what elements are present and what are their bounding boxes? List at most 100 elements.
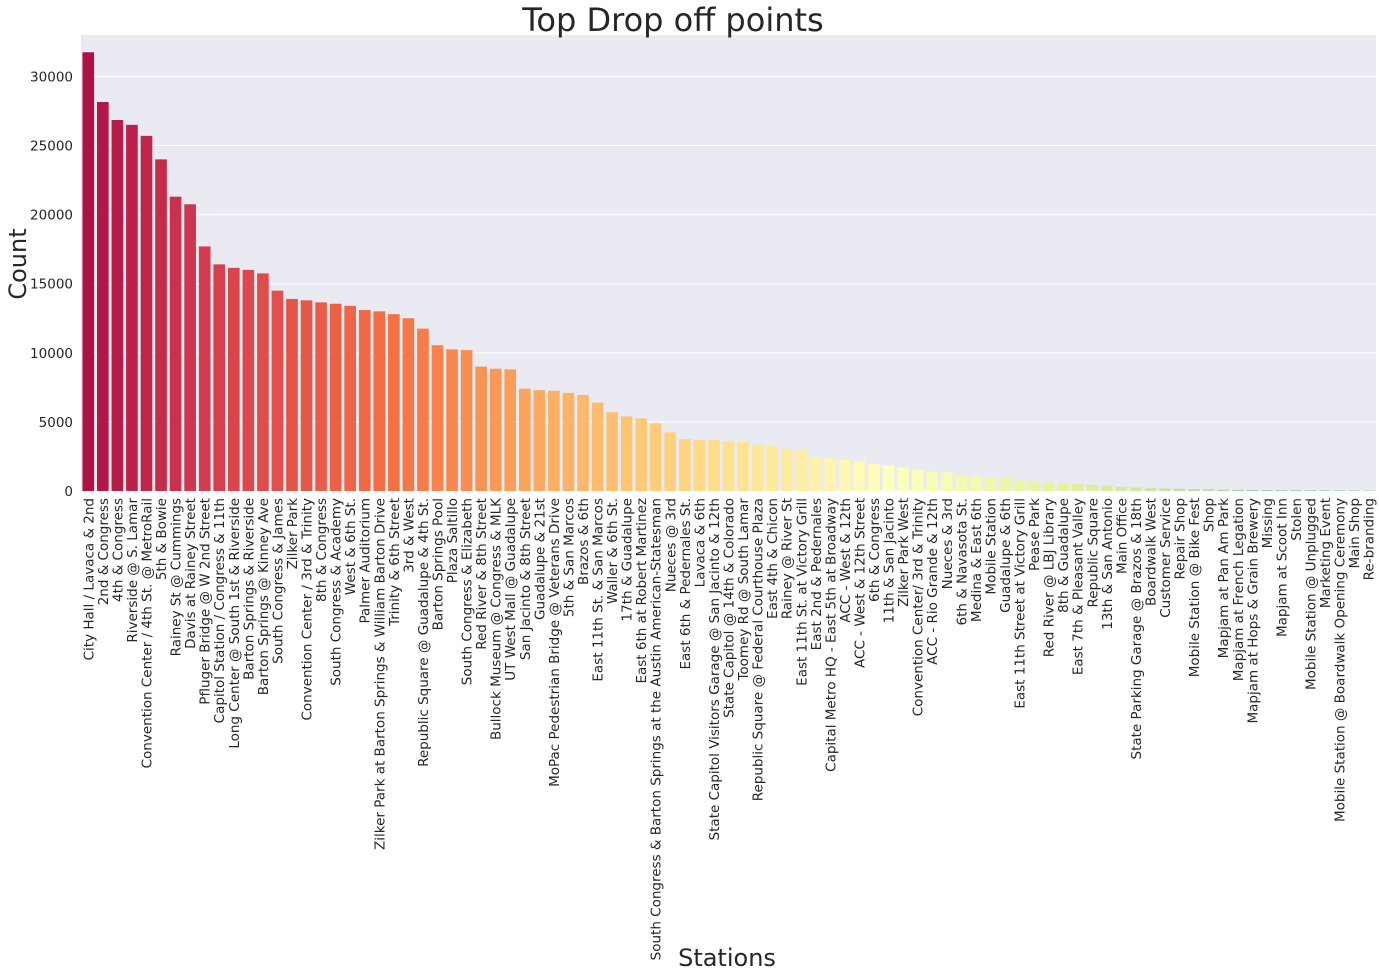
- x-tick-label: Nueces @ 3rd: [663, 498, 679, 592]
- x-tick-label: Mobile Station @ Unplugged: [1304, 498, 1320, 690]
- bar: [1071, 484, 1084, 491]
- x-tick-label: 2nd & Congress: [96, 498, 112, 605]
- y-tick-label: 10000: [30, 346, 73, 362]
- bar: [111, 119, 124, 492]
- x-tick-label: 4th & Congress: [110, 498, 126, 602]
- x-tick-label: Red River & 8th Street: [474, 498, 490, 650]
- bar: [562, 392, 575, 491]
- x-tick-label: Red River @ LBJ Library: [1042, 498, 1058, 657]
- bar: [1013, 480, 1026, 491]
- bar: [780, 448, 793, 491]
- x-tick-label: 6th & Congress: [867, 498, 883, 602]
- bar: [751, 444, 764, 491]
- bar: [446, 349, 458, 491]
- x-tick-label: Convention Center / 4th St. @ MetroRail: [139, 498, 155, 768]
- bar: [286, 298, 298, 491]
- x-tick-label: Trinity & 6th Street: [387, 498, 403, 627]
- bar: [1028, 482, 1040, 491]
- x-tick-label: Republic Square: [1085, 498, 1101, 608]
- x-tick-label: Stolen: [1289, 498, 1305, 541]
- x-tick-label: ACC - West & 12th: [838, 498, 854, 623]
- x-tick-label: Customer Service: [1158, 498, 1174, 618]
- x-tick-label: Mapjam at Hops & Grain Brewery: [1245, 498, 1261, 724]
- x-tick-label: Barton Springs & Riverside: [241, 498, 257, 680]
- y-tick-label: 25000: [30, 139, 73, 155]
- bar: [708, 439, 720, 491]
- bar: [315, 302, 327, 491]
- bar: [955, 475, 968, 491]
- x-tick-label: South Congress & Academy: [329, 498, 345, 686]
- bar: [1217, 489, 1230, 491]
- x-tick-label: Republic Square @ Federal Courthouse Pla…: [751, 498, 767, 801]
- bar: [1086, 484, 1099, 491]
- x-tick-label: Main Shop: [1347, 498, 1363, 568]
- x-tick-label: ACC - West & 12th Street: [852, 498, 868, 668]
- x-tick-label: Shop: [1202, 498, 1218, 532]
- bar: [460, 350, 473, 491]
- bar: [868, 464, 880, 491]
- x-tick-label: East 7th & Pleasant Valley: [1071, 498, 1087, 675]
- x-tick-label: Brazos & 6th: [576, 498, 592, 585]
- bar: [533, 390, 546, 491]
- x-tick-label: Mapjam at Pan Am Park: [1216, 498, 1232, 659]
- x-tick-label: Rainey @ River St: [780, 498, 796, 619]
- x-tick-label: South Congress & Barton Springs at the A…: [649, 498, 665, 960]
- x-tick-label: West & 6th St.: [343, 498, 359, 595]
- x-tick-label: 6th & Navasota St.: [954, 498, 970, 626]
- x-tick-label: Zilker Park at Barton Springs & William …: [372, 498, 388, 850]
- bar: [940, 472, 953, 491]
- x-tick-label: Guadalupe & 21st: [532, 498, 548, 620]
- x-tick-label: Bullock Museum @ Congress & MLK: [489, 497, 505, 740]
- bar: [1261, 490, 1273, 491]
- x-tick-label: MoPac Pedestrian Bridge @ Veterans Drive: [547, 498, 563, 787]
- x-tick-label: Pfluger Bridge @ W 2nd Street: [198, 498, 214, 705]
- x-tick-label: South Congress & James: [270, 498, 286, 664]
- bar: [1231, 489, 1244, 491]
- x-tick-label: Capitol Station / Congress & 11th: [212, 498, 228, 723]
- x-tick-label: 13th & San Antonio: [1100, 498, 1116, 630]
- bar: [504, 369, 517, 491]
- bar: [1115, 486, 1128, 491]
- x-tick-label: Davis at Rainey Street: [183, 498, 199, 649]
- x-tick-label: Marketing Event: [1318, 498, 1334, 608]
- x-tick-label: San Jacinto & 8th Street: [518, 498, 534, 660]
- bar: [1290, 490, 1302, 491]
- x-tick-label: Barton Springs Pool: [430, 498, 446, 630]
- bars: [82, 52, 1375, 492]
- x-tick-label: East 4th & Chicon: [765, 498, 781, 619]
- bar: [344, 305, 357, 491]
- chart-title: Top Drop off points: [521, 1, 823, 39]
- x-tick-label: City Hall / Lavaca & 2nd: [81, 498, 97, 660]
- bar: [664, 432, 677, 491]
- y-tick-label: 15000: [30, 277, 73, 293]
- y-tick-label: 30000: [30, 69, 73, 85]
- bar: [402, 318, 415, 491]
- bar: [373, 311, 386, 491]
- bar: [970, 476, 982, 491]
- x-tick-label: Rainey St @ Cummings: [169, 498, 185, 656]
- y-tick-label: 20000: [30, 208, 73, 224]
- x-tick-label: Convention Center / 3rd & Trinity: [300, 498, 316, 721]
- x-tick-label: Zilker Park: [285, 498, 301, 570]
- bar: [489, 368, 502, 491]
- bar: [1304, 490, 1317, 491]
- x-axis-label: Stations: [678, 944, 776, 972]
- x-tick-label: South Congress & Elizabeth: [460, 498, 476, 685]
- x-tick-label: Guadalupe & 6th: [998, 498, 1014, 613]
- x-tick-label: Lavaca & 6th: [692, 498, 708, 587]
- bar: [1173, 488, 1186, 491]
- y-tick-label: 5000: [39, 415, 73, 431]
- x-tick-label: Capital Metro HQ - East 5th at Broadway: [823, 498, 839, 772]
- x-tick-label: East 6th & Pedernales St.: [678, 498, 694, 670]
- bar: [1130, 487, 1142, 491]
- y-tick-labels: 0 5000 10000 15000 20000 25000 30000: [30, 69, 73, 500]
- x-tick-label: East 2nd & Pedernales: [809, 498, 825, 650]
- bar: [329, 303, 342, 491]
- x-tick-label: Republic Square @ Guadalupe & 4th St.: [416, 498, 432, 767]
- x-tick-label: East 6th at Robert Martinez: [634, 498, 650, 684]
- x-tick-label: 8th & Guadalupe: [1056, 498, 1072, 613]
- bar: [1057, 483, 1069, 491]
- bar: [824, 457, 837, 491]
- x-tick-label: Plaza Saltillo: [445, 498, 461, 583]
